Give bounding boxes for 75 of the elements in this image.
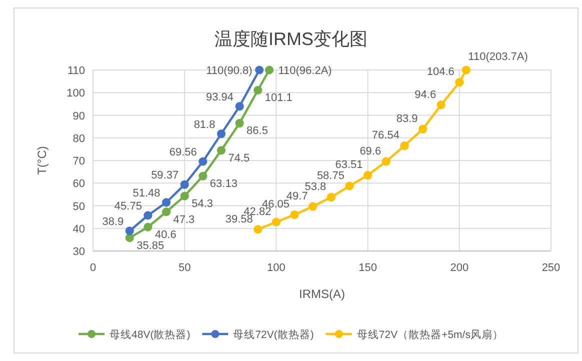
- point: [144, 222, 152, 232]
- y-axis-title: T(°C): [35, 146, 49, 175]
- data-label: 59.37: [151, 170, 179, 182]
- chart-title: 温度随IRMS变化图: [214, 29, 368, 49]
- point: [198, 172, 208, 180]
- y-tick-label: 90: [72, 110, 85, 122]
- data-label: 58.75: [316, 170, 344, 182]
- data-label: 94.6: [414, 88, 436, 101]
- point: [162, 208, 171, 216]
- point: [290, 210, 299, 219]
- y-tick-label: 30: [72, 246, 85, 258]
- x-tick-label: 150: [358, 262, 377, 274]
- x-tick-label: 100: [267, 262, 286, 274]
- data-label: 69.56: [169, 146, 197, 158]
- data-label: 51.48: [132, 187, 160, 200]
- data-label: 101.1: [264, 92, 292, 104]
- point: [455, 78, 464, 87]
- data-label: 54.3: [192, 198, 214, 210]
- point: [400, 141, 409, 150]
- x-axis-title: IRMS(A): [299, 287, 345, 301]
- data-label: 63.51: [335, 159, 363, 172]
- point: [198, 157, 208, 166]
- point: [326, 192, 336, 202]
- point: [364, 170, 372, 180]
- data-label: 76.54: [372, 130, 400, 142]
- data-label: 63.13: [210, 178, 238, 190]
- point: [255, 66, 264, 74]
- point: [264, 66, 274, 74]
- legend-label: 母线72V(散热器): [233, 328, 314, 341]
- data-label: 35.85: [136, 240, 164, 252]
- data-label: 47.3: [173, 214, 195, 226]
- point: [125, 226, 134, 236]
- x-tick-label: 200: [450, 262, 469, 274]
- x-tick-label: 250: [542, 262, 560, 274]
- x-tick-label: 0: [90, 262, 96, 274]
- data-label: 83.9: [396, 113, 418, 126]
- point: [180, 192, 189, 200]
- point: [162, 198, 171, 207]
- data-label: 110(203.7A): [468, 51, 528, 63]
- y-tick-label: 40: [72, 223, 85, 236]
- legend-label: 母线48V(散热器): [110, 328, 190, 341]
- data-label: 110(90.8): [206, 65, 252, 77]
- point: [418, 124, 428, 134]
- point: [382, 157, 390, 166]
- data-label: 93.94: [206, 91, 234, 104]
- y-tick-label: 80: [72, 132, 85, 145]
- data-label: 69.6: [360, 145, 382, 158]
- y-tick-label: 70: [72, 156, 85, 168]
- point: [254, 225, 262, 234]
- point: [272, 218, 280, 226]
- data-label: 38.9: [102, 216, 124, 228]
- point: [180, 180, 189, 189]
- point: [308, 202, 318, 211]
- point: [462, 66, 470, 74]
- data-label: 74.5: [228, 152, 250, 164]
- legend-label: 母线72V（散热器+5m/s风扇）: [356, 328, 504, 341]
- y-tick-label: 100: [66, 88, 85, 100]
- point: [216, 146, 226, 155]
- data-label: 86.5: [246, 125, 268, 138]
- data-label: 45.75: [114, 200, 142, 212]
- point: [144, 211, 152, 220]
- y-tick-label: 60: [72, 178, 85, 190]
- point: [235, 102, 244, 111]
- point: [235, 118, 244, 128]
- data-label: 104.6: [426, 66, 454, 78]
- point: [216, 130, 226, 138]
- data-label: 110(96.2A): [278, 65, 332, 77]
- point: [254, 86, 262, 94]
- y-tick-label: 50: [72, 200, 85, 213]
- data-label: 81.8: [194, 118, 216, 131]
- x-tick-label: 50: [178, 262, 191, 274]
- point: [436, 100, 446, 110]
- point: [345, 182, 354, 190]
- y-tick-label: 110: [67, 65, 85, 77]
- data-label: 40.6: [154, 229, 176, 242]
